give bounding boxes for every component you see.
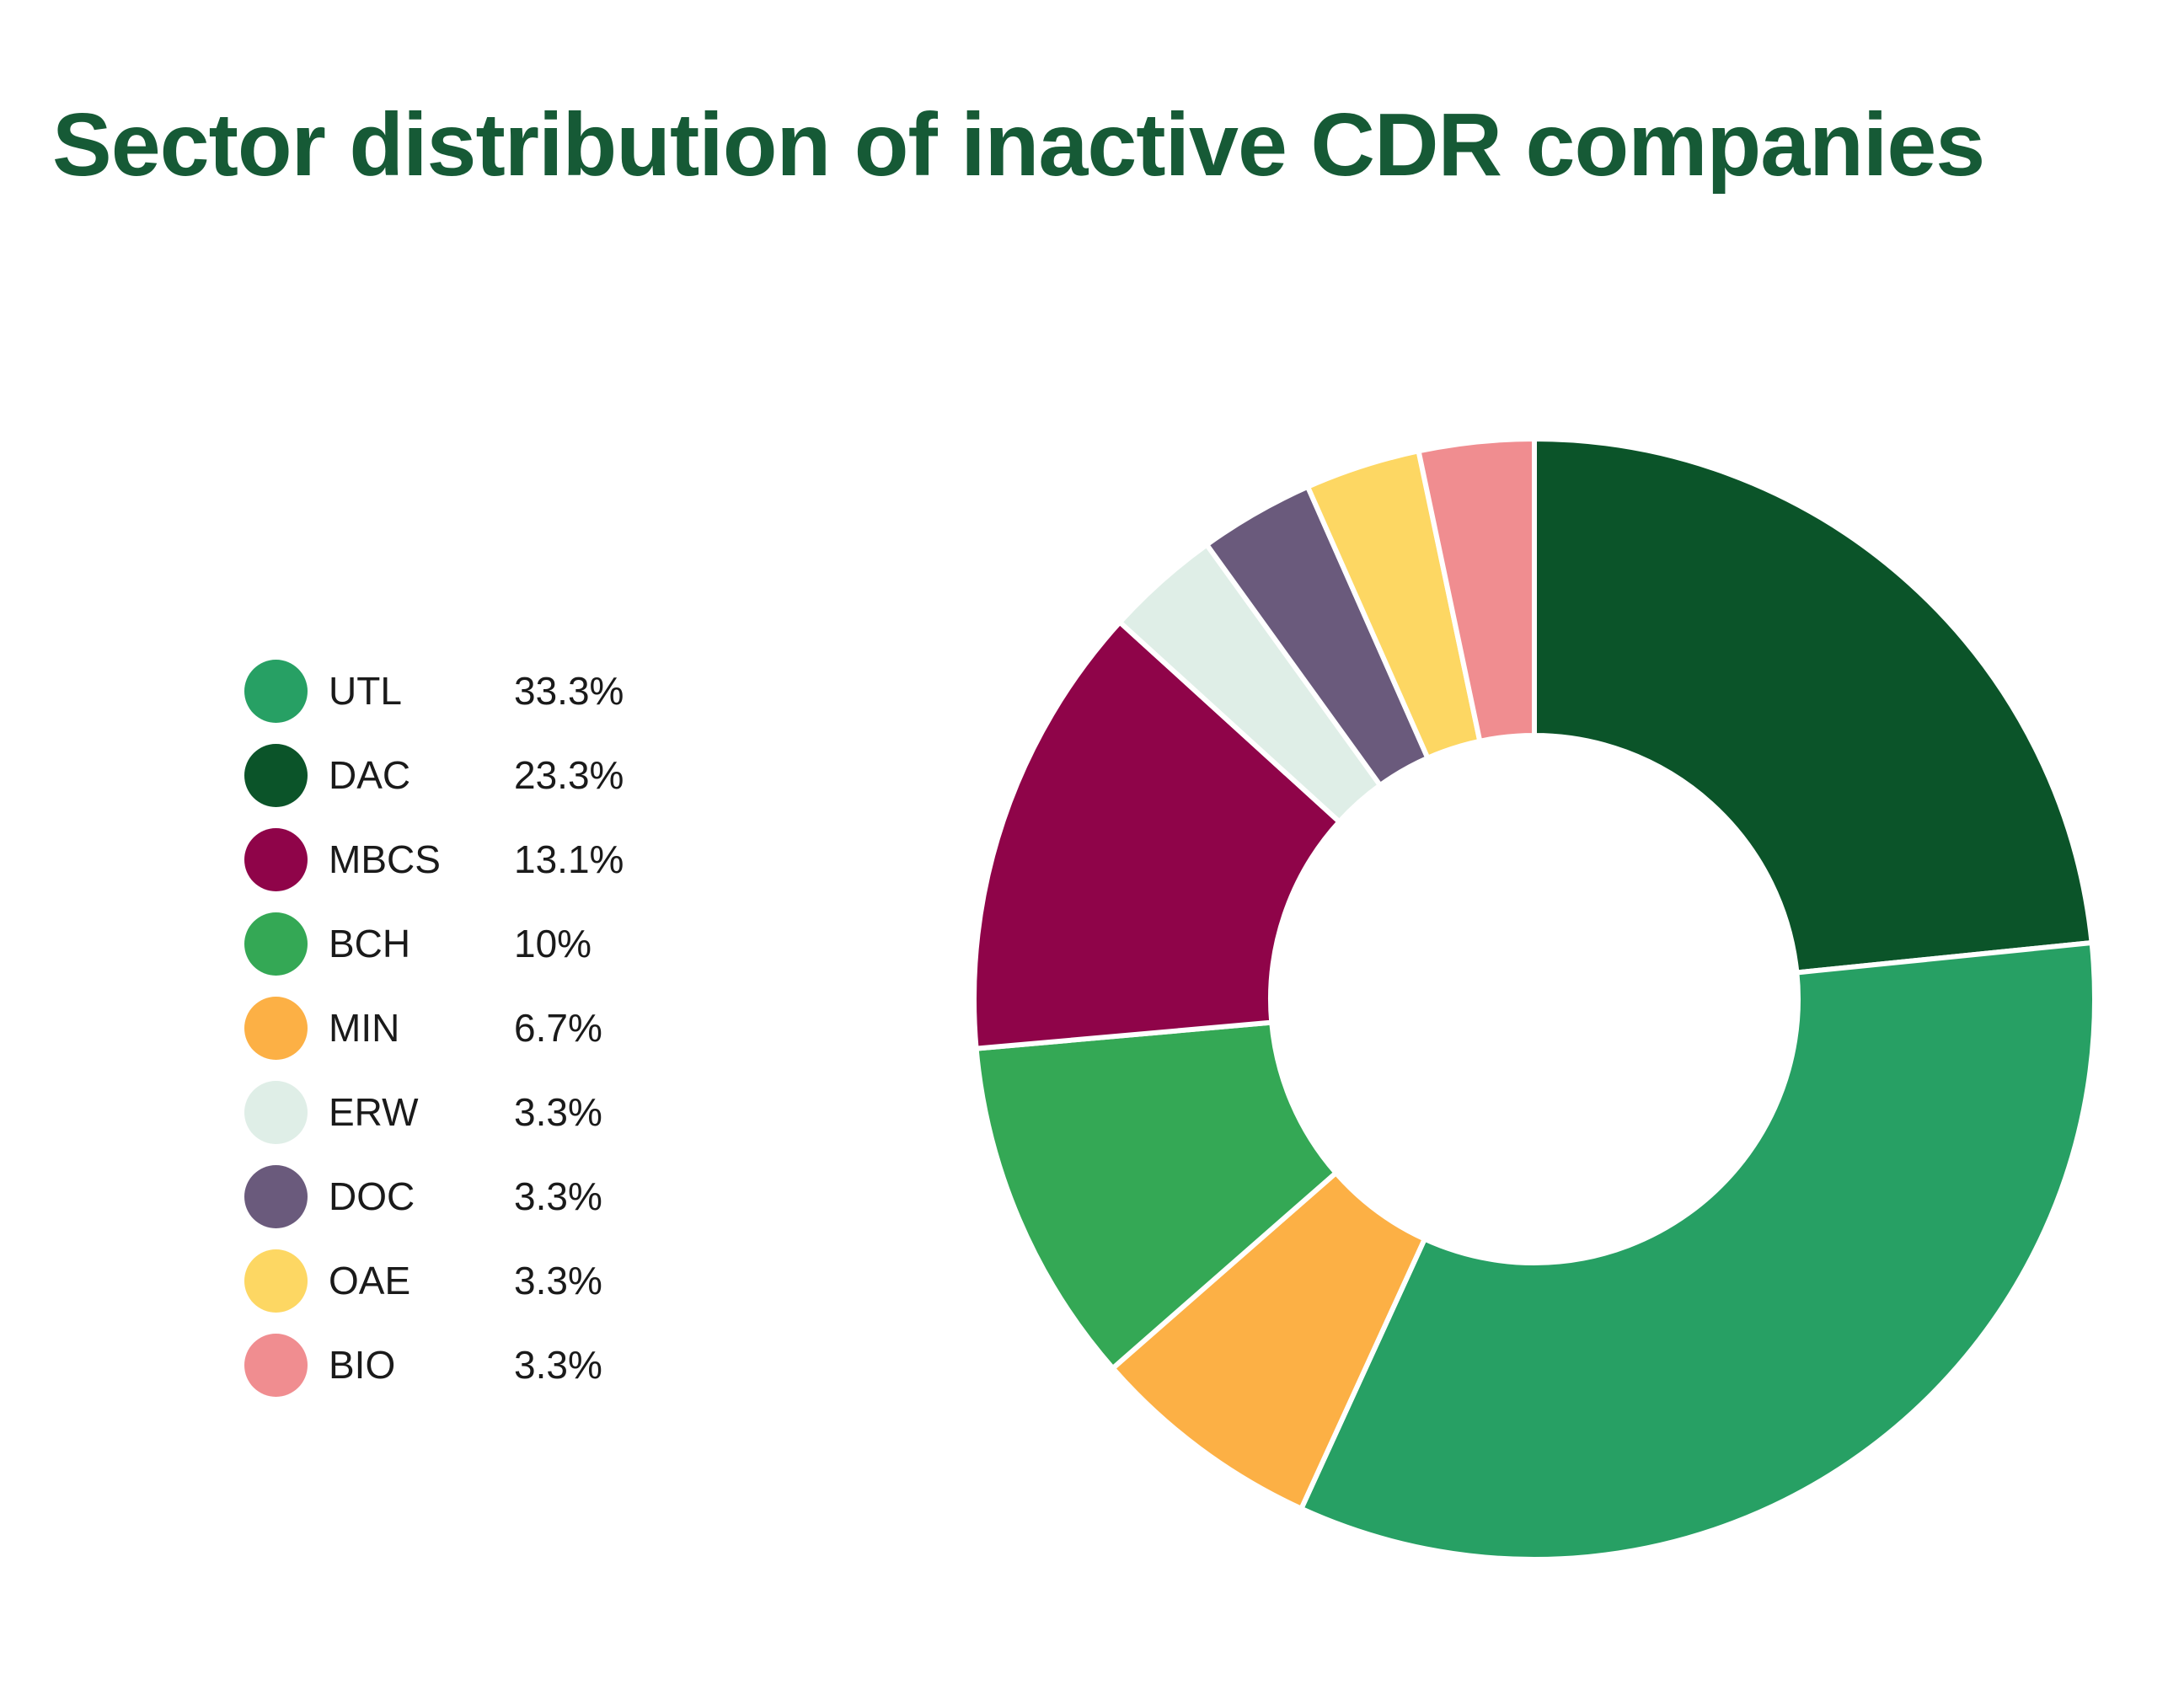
- legend-value: 13.1%: [514, 837, 624, 881]
- legend-item-bio: BIO 3.3%: [244, 1323, 624, 1407]
- legend-value: 33.3%: [514, 669, 624, 713]
- donut-slice-dac: [1532, 436, 2095, 976]
- legend-label: UTL: [329, 669, 402, 713]
- legend-item-utl: UTL 33.3%: [244, 649, 624, 733]
- legend-swatch-icon: [244, 912, 308, 976]
- donut-slice-min: [1110, 1170, 1427, 1511]
- legend-item-bch: BCH 10%: [244, 901, 624, 986]
- legend-swatch-icon: [244, 1080, 308, 1144]
- legend-label: ERW: [329, 1090, 419, 1134]
- legend-value: 3.3%: [514, 1343, 602, 1387]
- legend-item-erw: ERW 3.3%: [244, 1070, 624, 1154]
- legend-label: BCH: [329, 922, 411, 965]
- legend-swatch-icon: [244, 996, 308, 1060]
- legend-value: 6.7%: [514, 1006, 602, 1050]
- legend-label: BIO: [329, 1343, 396, 1387]
- legend-item-dac: DAC 23.3%: [244, 733, 624, 817]
- legend-swatch-icon: [244, 743, 308, 807]
- legend-label: DAC: [329, 753, 411, 797]
- legend-item-mbcs: MBCS 13.1%: [244, 817, 624, 901]
- legend-value: 23.3%: [514, 753, 624, 797]
- legend-value: 3.3%: [514, 1259, 602, 1302]
- legend-value: 3.3%: [514, 1090, 602, 1134]
- donut-slice-bio: [1416, 436, 1537, 744]
- donut-slice-utl: [1298, 939, 2097, 1562]
- legend-swatch-icon: [244, 1164, 308, 1228]
- chart-title: Sector distribution of inactive CDR comp…: [52, 95, 1985, 195]
- legend-label: MBCS: [329, 837, 441, 881]
- legend-swatch-icon: [244, 659, 308, 723]
- legend-swatch-icon: [244, 1333, 308, 1397]
- legend-swatch-icon: [244, 1249, 308, 1313]
- donut-slice-bch: [973, 1019, 1339, 1372]
- legend-value: 3.3%: [514, 1174, 602, 1218]
- donut-slice-mbcs: [972, 619, 1342, 1051]
- chart-legend: UTL 33.3% DAC 23.3% MBCS 13.1% BCH 10% MIN 6.7% ER…: [244, 649, 624, 1407]
- legend-value: 10%: [514, 922, 592, 965]
- legend-swatch-icon: [244, 827, 308, 891]
- legend-label: DOC: [329, 1174, 415, 1218]
- donut-chart: [972, 436, 2097, 1562]
- legend-item-doc: DOC 3.3%: [244, 1154, 624, 1238]
- legend-label: OAE: [329, 1259, 411, 1302]
- legend-label: MIN: [329, 1006, 400, 1050]
- legend-item-oae: OAE 3.3%: [244, 1238, 624, 1323]
- legend-item-min: MIN 6.7%: [244, 986, 624, 1070]
